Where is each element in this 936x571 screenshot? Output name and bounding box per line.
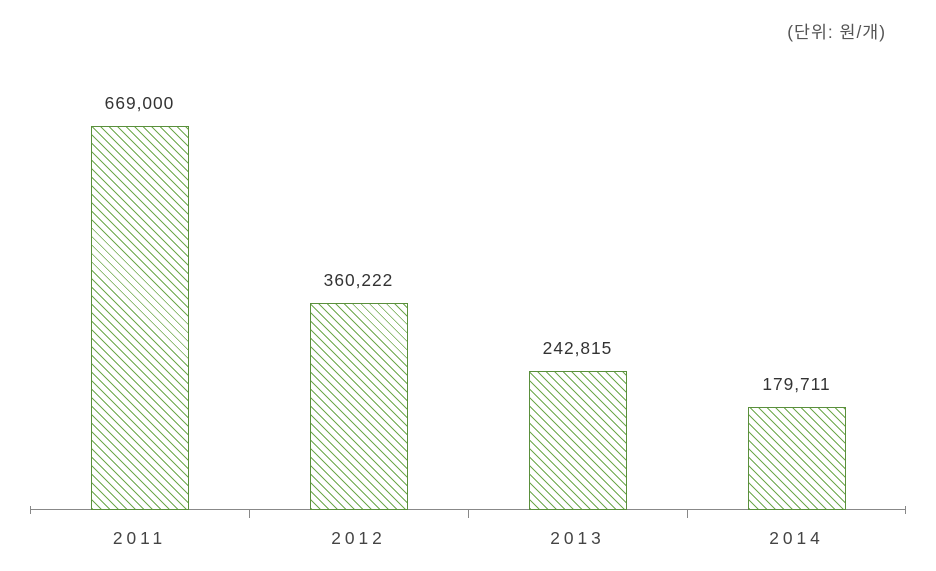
- x-axis-label: 2014: [769, 528, 824, 549]
- x-axis-label: 2012: [331, 528, 386, 549]
- bar: [310, 303, 408, 510]
- bar: [748, 407, 846, 510]
- bar-value-label: 360,222: [324, 270, 394, 291]
- bar-value-label: 179,711: [762, 374, 830, 395]
- x-axis-label: 2013: [550, 528, 605, 549]
- x-tick: [249, 510, 250, 518]
- x-tick: [687, 510, 688, 518]
- x-axis-label: 2011: [113, 528, 166, 549]
- unit-label: (단위: 원/개): [787, 18, 886, 43]
- bar: [529, 371, 627, 510]
- bar: [91, 126, 189, 510]
- x-tick: [468, 510, 469, 518]
- bar-chart: 669,000 360,222 242,815 179,711: [30, 80, 906, 510]
- x-label-row: 2011 2012 2013 2014: [30, 528, 906, 552]
- x-tick-row: [30, 510, 906, 518]
- bar-value-label: 242,815: [543, 338, 613, 359]
- bar-value-label: 669,000: [105, 93, 175, 114]
